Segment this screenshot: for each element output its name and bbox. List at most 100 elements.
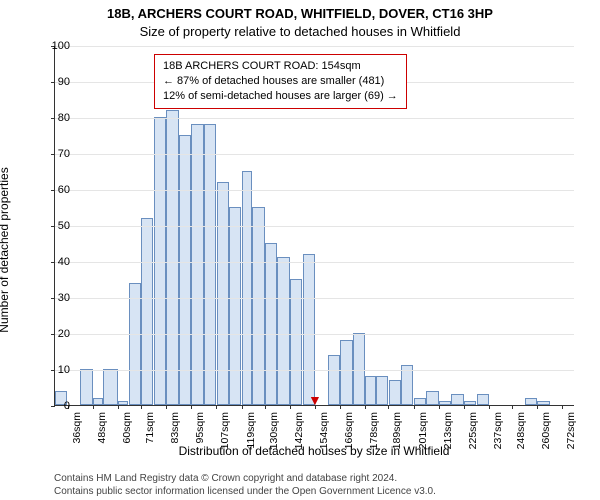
y-tick-label: 10 [40, 364, 70, 376]
y-tick-label: 20 [40, 328, 70, 340]
grid-line [55, 226, 574, 227]
histogram-bar [204, 124, 216, 405]
histogram-bar [439, 401, 451, 405]
histogram-bar [217, 182, 229, 405]
marker-arrow-icon: ▼ [308, 392, 322, 408]
x-tick-label: 272sqm [565, 412, 577, 449]
x-tick [537, 405, 538, 409]
x-tick-label: 83sqm [169, 412, 181, 444]
histogram-bar [129, 283, 141, 405]
x-tick [216, 405, 217, 409]
x-tick-label: 166sqm [343, 412, 355, 449]
y-tick-label: 30 [40, 292, 70, 304]
histogram-bar [118, 401, 128, 405]
histogram-bar [93, 398, 103, 405]
x-tick-label: 107sqm [219, 412, 231, 449]
histogram-bar [328, 355, 340, 405]
histogram-bar [426, 391, 438, 405]
x-tick-label: 189sqm [391, 412, 403, 449]
grid-line [55, 262, 574, 263]
grid-line [55, 190, 574, 191]
callout-box: 18B ARCHERS COURT ROAD: 154sqm ← 87% of … [154, 54, 407, 109]
x-tick-label: 71sqm [144, 412, 156, 444]
grid-line [55, 154, 574, 155]
callout-line-2: ← 87% of detached houses are smaller (48… [163, 74, 398, 89]
y-tick-label: 90 [40, 76, 70, 88]
x-tick [340, 405, 341, 409]
x-tick [464, 405, 465, 409]
x-tick-label: 60sqm [121, 412, 133, 444]
y-tick-label: 100 [40, 40, 70, 52]
callout-line-1: 18B ARCHERS COURT ROAD: 154sqm [163, 59, 398, 74]
histogram-bar [376, 376, 388, 405]
histogram-bar [353, 333, 365, 405]
grid-line [55, 46, 574, 47]
y-tick-label: 80 [40, 112, 70, 124]
x-tick-label: 119sqm [245, 412, 257, 449]
histogram-bar [191, 124, 203, 405]
chart-container: 18B, ARCHERS COURT ROAD, WHITFIELD, DOVE… [0, 0, 600, 500]
x-tick [290, 405, 291, 409]
y-axis-label: Number of detached properties [0, 85, 11, 250]
x-tick [414, 405, 415, 409]
x-tick [191, 405, 192, 409]
histogram-bar [141, 218, 153, 405]
chart-title-address: 18B, ARCHERS COURT ROAD, WHITFIELD, DOVE… [0, 6, 600, 21]
x-tick [166, 405, 167, 409]
footer-line-2: Contains public sector information licen… [54, 486, 574, 499]
histogram-bar [414, 398, 426, 405]
x-tick-label: 213sqm [442, 412, 454, 449]
x-tick [489, 405, 490, 409]
x-tick-label: 48sqm [96, 412, 108, 444]
y-tick-label: 60 [40, 184, 70, 196]
callout-line-3: 12% of semi-detached houses are larger (… [163, 89, 398, 104]
x-tick-label: 237sqm [492, 412, 504, 449]
x-tick-label: 154sqm [318, 412, 330, 449]
x-tick-label: 201sqm [417, 412, 429, 449]
x-tick [93, 405, 94, 409]
x-tick-label: 260sqm [540, 412, 552, 449]
histogram-bar [252, 207, 264, 405]
histogram-bar [537, 401, 549, 405]
histogram-bar [401, 365, 413, 405]
x-tick-label: 225sqm [467, 412, 479, 449]
histogram-bar [525, 398, 537, 405]
histogram-bar [265, 243, 277, 405]
histogram-bar [229, 207, 241, 405]
x-tick [388, 405, 389, 409]
y-tick-label: 50 [40, 220, 70, 232]
grid-line [55, 298, 574, 299]
x-tick-label: 248sqm [515, 412, 527, 449]
grid-line [55, 334, 574, 335]
y-tick-label: 0 [40, 400, 70, 412]
histogram-bar [340, 340, 352, 405]
x-tick-label: 130sqm [268, 412, 280, 449]
grid-line [55, 118, 574, 119]
y-tick-label: 70 [40, 148, 70, 160]
histogram-bar [464, 401, 476, 405]
histogram-bar [179, 135, 191, 405]
x-tick-label: 95sqm [194, 412, 206, 444]
histogram-bar [303, 254, 315, 405]
x-tick [439, 405, 440, 409]
x-tick [265, 405, 266, 409]
attribution-footer: Contains HM Land Registry data © Crown c… [54, 473, 574, 498]
x-tick-label: 142sqm [293, 412, 305, 449]
histogram-bar [103, 369, 117, 405]
histogram-bar [277, 257, 289, 405]
x-tick [365, 405, 366, 409]
footer-line-1: Contains HM Land Registry data © Crown c… [54, 473, 574, 486]
histogram-bar [154, 117, 166, 405]
x-tick [512, 405, 513, 409]
histogram-bar [365, 376, 375, 405]
x-tick [562, 405, 563, 409]
histogram-bar [80, 369, 92, 405]
histogram-bar [451, 394, 463, 405]
x-tick-label: 178sqm [368, 412, 380, 449]
grid-line [55, 370, 574, 371]
histogram-bar [477, 394, 489, 405]
x-tick [141, 405, 142, 409]
chart-subtitle: Size of property relative to detached ho… [0, 24, 600, 39]
histogram-bar [389, 380, 401, 405]
y-tick-label: 40 [40, 256, 70, 268]
